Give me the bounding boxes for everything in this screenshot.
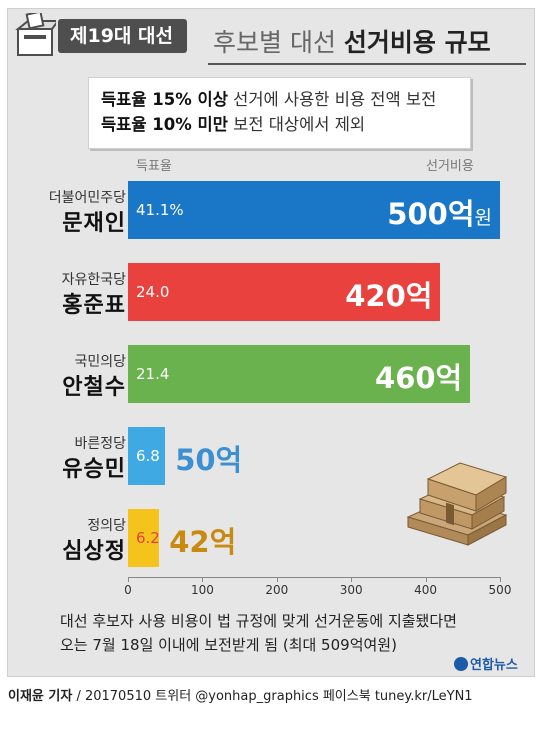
party-label: 더불어민주당: [48, 190, 126, 206]
cost-bar: [128, 181, 500, 239]
x-axis-tick-label: 100: [190, 583, 214, 597]
money-stack-icon: [406, 462, 508, 546]
party-label: 국민의당: [74, 354, 126, 370]
candidate-label: 문재인: [62, 211, 126, 236]
notice-line-1: 득표율 15% 이상 선거에 사용한 비용 전액 보전: [101, 87, 470, 112]
title-light: 후보별 대선: [213, 28, 344, 57]
party-label: 정의당: [87, 518, 126, 534]
footnote-line-2: 오는 7월 18일 이내에 보전받게 됨 (최대 509억여원): [60, 636, 397, 654]
notice-line-1-bold: 득표율 15% 이상: [101, 90, 228, 109]
x-axis-tick-label: 400: [414, 583, 438, 597]
credit-rest: / 20170510 트위터 @yonhap_graphics 페이스북 tun…: [72, 689, 473, 704]
footnote-line-1: 대선 후보자 사용 비용이 법 규정에 맞게 선거운동에 지출됐다면: [60, 612, 457, 630]
infographic-frame: 제19대 대선 후보별 대선 선거비용 규모 득표율 15% 이상 선거에 사용…: [7, 8, 535, 677]
cost-label: 50억: [175, 443, 243, 477]
vote-rate-label: 6.2: [136, 529, 160, 547]
x-axis-line: [128, 577, 500, 578]
x-axis-tick-label: 200: [265, 583, 289, 597]
vote-rate-label: 41.1%: [136, 201, 184, 219]
notice-line-2-rest: 보전 대상에서 제외: [227, 115, 366, 134]
candidate-label: 유승민: [62, 457, 126, 482]
header: 제19대 대선 후보별 대선 선거비용 규모: [8, 9, 536, 71]
x-axis-tick: [202, 577, 204, 582]
x-axis-tick: [276, 577, 278, 582]
column-label-cost: 선거비용: [426, 159, 474, 174]
cost-label: 460억: [375, 361, 463, 395]
footnote: 대선 후보자 사용 비용이 법 규정에 맞게 선거운동에 지출됐다면 오는 7월…: [60, 609, 457, 657]
column-label-rate: 득표율: [136, 159, 172, 174]
title-bold: 선거비용 규모: [343, 28, 491, 57]
page-title: 후보별 대선 선거비용 규모: [213, 23, 491, 59]
x-axis-tick: [128, 577, 129, 582]
candidate-label: 안철수: [62, 375, 126, 400]
cost-label: 420억: [345, 279, 433, 313]
credit-line: 이재윤 기자 / 20170510 트위터 @yonhap_graphics 페…: [8, 685, 473, 704]
x-axis-tick: [351, 577, 353, 582]
title-underline: [208, 63, 526, 65]
vote-rate-label: 6.8: [136, 447, 160, 465]
cost-bar: [128, 263, 441, 321]
publisher-logo: 연합뉴스: [454, 654, 518, 673]
election-badge: 제19대 대선: [58, 19, 187, 53]
vote-rate-label: 24.0: [136, 283, 170, 301]
party-label: 바른정당: [74, 436, 126, 452]
candidate-label: 심상정: [62, 539, 126, 564]
notice-line-1-rest: 선거에 사용한 비용 전액 보전: [227, 90, 437, 109]
x-axis-tick-label: 300: [339, 583, 363, 597]
credit-author: 이재윤 기자: [8, 689, 73, 704]
vote-rate-label: 21.4: [136, 365, 170, 383]
cost-bar: [128, 345, 471, 403]
cost-label: 42억: [169, 525, 237, 559]
party-label: 자유한국당: [61, 272, 126, 288]
notice-box: 득표율 15% 이상 선거에 사용한 비용 전액 보전 득표율 10% 미만 보…: [88, 77, 471, 149]
logo-text: 연합뉴스: [470, 658, 518, 673]
x-axis-tick-label: 500: [488, 583, 512, 597]
cost-bar: [128, 509, 160, 567]
notice-line-2: 득표율 10% 미만 보전 대상에서 제외: [101, 112, 470, 137]
x-axis-tick: [500, 577, 501, 582]
cost-bar: [128, 427, 166, 485]
notice-line-2-bold: 득표율 10% 미만: [101, 115, 228, 134]
cost-label: 500억원: [387, 197, 492, 231]
ballot-box-icon: [15, 13, 56, 56]
candidate-label: 홍준표: [62, 293, 126, 318]
x-axis-tick-label: 0: [124, 583, 132, 597]
x-axis-tick: [425, 577, 427, 582]
logo-mark-icon: [454, 657, 468, 671]
